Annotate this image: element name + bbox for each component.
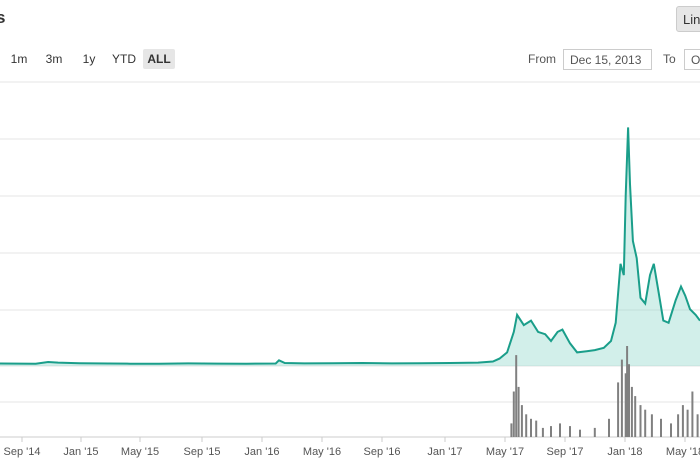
volume-bar (608, 418, 610, 437)
price-line (0, 127, 700, 365)
volume-bar (677, 414, 680, 438)
page-title: s (0, 8, 6, 27)
x-tick-label: Jan '15 (63, 446, 98, 458)
zoom-all-button[interactable]: ALL (143, 49, 175, 69)
volume-bar (644, 409, 647, 437)
chart-type-button[interactable]: Line (676, 6, 700, 32)
volume-bar (624, 373, 627, 437)
x-tick-label: Jan '17 (427, 446, 462, 458)
x-tick-label: Sep '15 (184, 446, 221, 458)
x-tick-label: Jan '18 (607, 446, 642, 458)
volume-bar (617, 382, 620, 437)
volume-bar (670, 423, 672, 438)
volume-bar (525, 414, 528, 438)
volume-bar (628, 364, 630, 437)
to-date-input[interactable]: O (684, 49, 700, 70)
volume-bars (510, 346, 699, 438)
volume-bar (520, 405, 523, 437)
x-tick-label: Jan '16 (244, 446, 279, 458)
volume-bar (639, 405, 642, 437)
volume-bar (650, 414, 653, 438)
volume-bar (691, 391, 694, 437)
x-tick-label: Sep '14 (4, 446, 41, 458)
volume-bar (630, 386, 633, 437)
x-tick-label: May '17 (486, 446, 524, 458)
volume-bar (510, 423, 513, 438)
volume-bar (634, 396, 637, 438)
x-tick-label: May '15 (121, 446, 159, 458)
volume-bar (579, 429, 581, 437)
volume-bar (517, 386, 520, 437)
volume-bar (512, 391, 515, 437)
to-label: To (663, 52, 676, 66)
volume-bar (626, 346, 629, 437)
zoom-3m-button[interactable]: 3m (45, 52, 63, 66)
volume-bar (681, 405, 684, 437)
volume-bar (593, 427, 596, 437)
volume-bar (686, 409, 689, 437)
volume-bar (530, 418, 532, 437)
price-area (0, 127, 700, 367)
volume-bar (550, 426, 552, 437)
volume-bar (535, 420, 538, 437)
volume-bar (660, 418, 662, 437)
x-tick-label: Sep '16 (364, 446, 401, 458)
zoom-1y-button[interactable]: 1y (82, 52, 96, 66)
chart-grid (0, 81, 700, 438)
from-label: From (528, 52, 556, 66)
volume-bar (569, 426, 571, 437)
volume-bar (541, 427, 544, 437)
x-tick-label: May '16 (303, 446, 341, 458)
zoom-1m-button[interactable]: 1m (10, 52, 28, 66)
x-tick-label: Sep '17 (547, 446, 584, 458)
from-date-input[interactable]: Dec 15, 2013 (563, 49, 652, 70)
x-axis: Sep '14 Jan '15 May '15 Sep '15 Jan '16 May '… (4, 437, 700, 458)
volume-bar (559, 423, 561, 438)
volume-bar (620, 359, 623, 437)
zoom-ytd-button[interactable]: YTD (112, 52, 136, 66)
x-tick-label: May '18 (666, 446, 700, 458)
volume-bar (696, 414, 699, 438)
volume-bar (515, 355, 518, 437)
